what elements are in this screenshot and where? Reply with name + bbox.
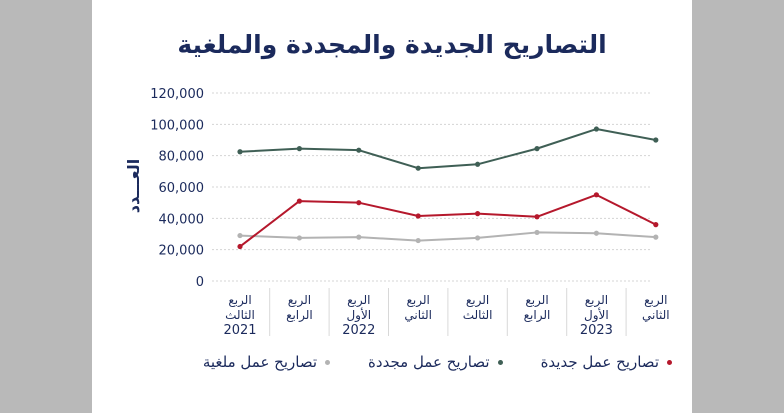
data-point [534, 229, 540, 236]
x-tick-label: الربع الأول 2022 [342, 293, 375, 338]
legend-item-cancelled: تصاريح عمل ملغية [202, 353, 331, 371]
x-tick-label: الربع الرابع [286, 293, 313, 323]
x-tick-label: الربع الثاني [404, 293, 432, 322]
x-tick-labels: الربع الثالث 2021 الربع الرابع الربع الأول 2022… [223, 288, 670, 338]
data-point [653, 222, 659, 228]
series-line [239, 231, 656, 242]
y-tick-label: 0 [196, 275, 204, 290]
x-tick-label: الربع الثالث 2021 [223, 293, 256, 338]
data-point [237, 149, 243, 155]
legend-marker-cancelled [325, 359, 331, 365]
series-line [239, 193, 657, 248]
legend-label-renewed: تصاريح عمل مجددة [368, 353, 490, 371]
series-line [239, 128, 656, 170]
data-point [415, 165, 421, 171]
legend-label-cancelled: تصاريح عمل ملغية [202, 353, 318, 371]
data-point [296, 235, 302, 241]
y-tick-labels: 0 20,000 40,000 60,000 80,000 100,000 120,000 [150, 87, 204, 290]
data-point [534, 214, 540, 220]
series-0 [237, 192, 659, 250]
data-point [475, 211, 481, 217]
series-layer [237, 126, 659, 250]
y-tick-label: 80,000 [159, 150, 205, 165]
data-point [534, 146, 540, 152]
data-point [237, 232, 243, 239]
y-tick-label: 20,000 [159, 244, 205, 259]
data-point [356, 234, 362, 240]
data-point [356, 200, 362, 206]
x-tick-label: الربع الثالث [463, 293, 493, 322]
chart-card: التصاريح الجديدة والمجددة والملغية 0 20,0… [92, 0, 692, 413]
data-point [475, 161, 481, 167]
y-tick-label: 100,000 [150, 118, 204, 133]
data-point [296, 198, 302, 204]
data-point [415, 213, 421, 219]
data-point [593, 126, 599, 132]
data-point [415, 237, 421, 244]
data-point [653, 234, 659, 240]
data-point [475, 235, 481, 241]
line-chart: 020,00040,00060,00080,000100,000120,000 … [124, 87, 670, 338]
legend-item-new: تصاريح عمل جديدة [541, 353, 672, 371]
y-tick-label: 60,000 [159, 181, 205, 196]
legend-label-new: تصاريح عمل جديدة [540, 353, 659, 371]
chart-title: التصاريح الجديدة والمجددة والملغية [177, 30, 607, 59]
legend-marker-new [667, 359, 672, 365]
y-axis-label: العـــدد [124, 159, 143, 213]
data-point [237, 243, 243, 250]
series-1 [237, 126, 659, 171]
data-point [356, 147, 362, 153]
legend-marker-renewed [497, 359, 503, 365]
legend: تصاريح عمل جديدة تصاريح عمل مجددة تصاريح… [132, 350, 672, 374]
x-tick-label: الربع الأول 2023 [580, 293, 613, 338]
x-tick-label: الربع الثاني [642, 293, 670, 322]
grid-layer [212, 92, 650, 282]
data-point [296, 146, 302, 152]
x-tick-label: الربع الرابع [524, 293, 551, 323]
y-tick-label: 120,000 [150, 87, 204, 102]
data-point [653, 137, 659, 143]
legend-item-renewed: تصاريح عمل مجددة [368, 353, 503, 371]
y-tick-label: 40,000 [159, 212, 205, 227]
data-point [593, 230, 599, 236]
data-point [593, 192, 599, 198]
series-2 [237, 229, 659, 244]
